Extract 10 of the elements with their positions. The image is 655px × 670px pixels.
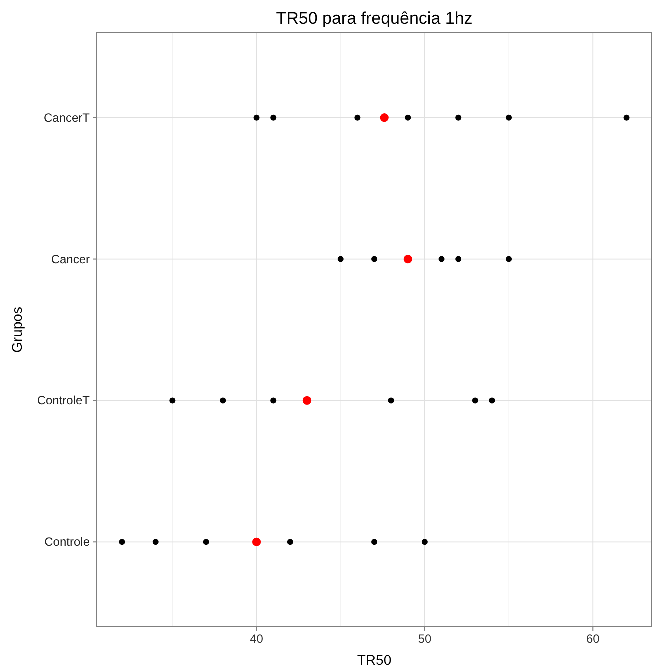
x-tick-label: 40 (250, 632, 264, 646)
y-tick-label: Cancer (51, 252, 90, 266)
x-axis-title: TR50 (357, 652, 392, 668)
y-tick-label: CancerT (44, 110, 91, 125)
y-tick-label: ControleT (37, 394, 91, 408)
chart-title: TR50 para frequência 1hz (276, 9, 473, 28)
x-tick-label: 50 (418, 632, 432, 646)
y-tick-label: Controle (44, 535, 90, 550)
x-tick-label: 60 (586, 632, 600, 646)
y-axis-title: Grupos (9, 307, 25, 353)
